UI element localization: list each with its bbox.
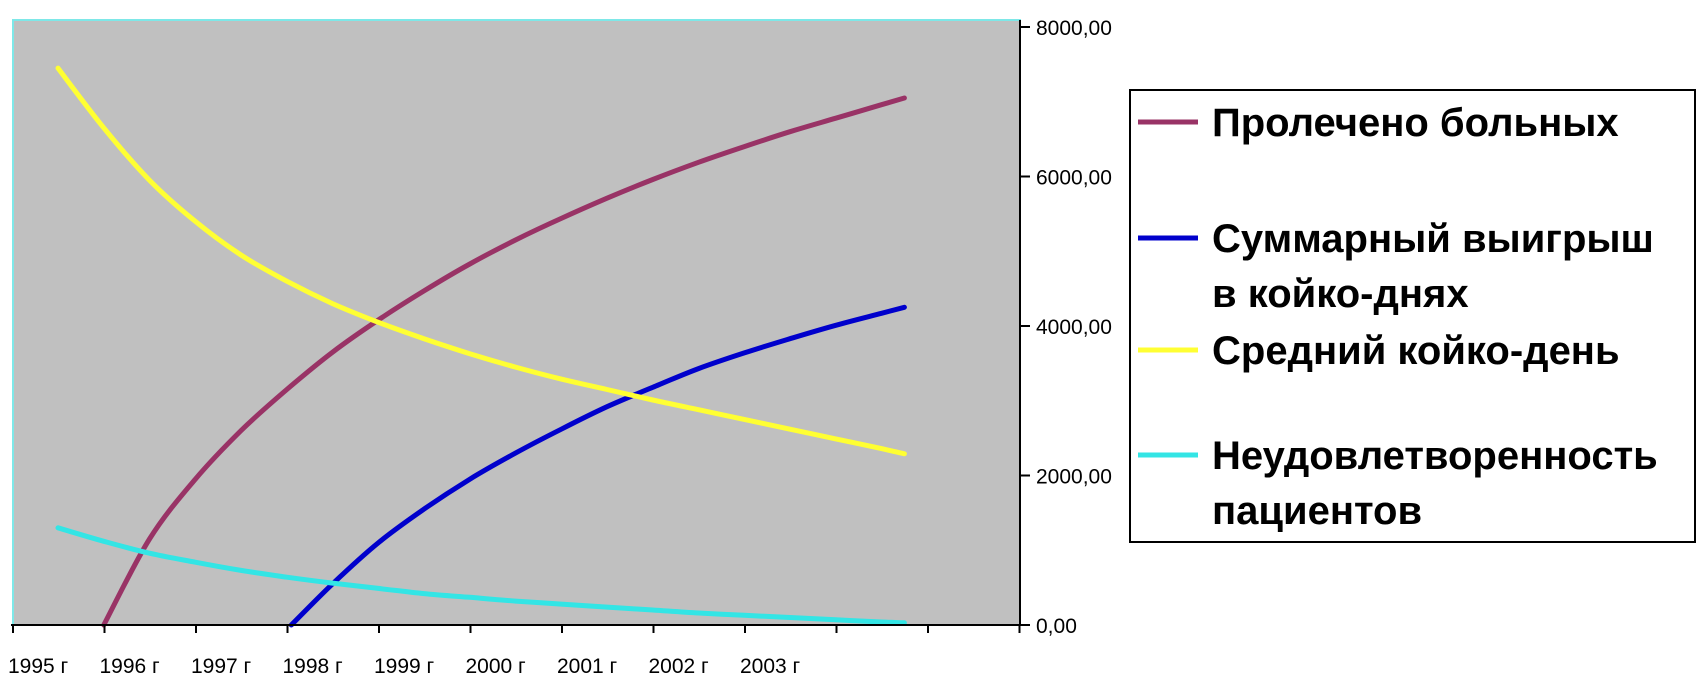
series-line-4 (55, 525, 907, 626)
series-line-1 (101, 95, 907, 628)
x-tick-label: 1997 г (191, 655, 252, 678)
x-tick-label: 2003 г (740, 655, 801, 678)
series-layer (55, 65, 907, 628)
x-tick-label: 1999 г (374, 655, 435, 678)
legend-label-4: пациентов (1212, 489, 1422, 533)
x-tick-label: 2002 г (649, 655, 710, 678)
legend-box (1129, 89, 1696, 543)
y-tick-label: 6000,00 (1036, 167, 1112, 190)
series-line-2 (288, 304, 907, 628)
legend-label-2: в койко-днях (1212, 272, 1469, 316)
y-tick-label: 2000,00 (1036, 466, 1112, 489)
legend-label-2: Суммарный выигрыш (1212, 217, 1654, 261)
legend-label-3: Средний койко-день (1212, 329, 1620, 373)
legend: Пролечено больных Суммарный выигрыш в койк… (1129, 89, 1696, 543)
legend-label-4: Неудовлетворенность (1212, 434, 1658, 478)
series-line-3 (55, 65, 907, 457)
y-tick-label: 4000,00 (1036, 316, 1112, 339)
x-tick-label: 1995 г (8, 655, 69, 678)
x-tick-label: 2000 г (466, 655, 527, 678)
legend-label-1: Пролечено больных (1212, 101, 1619, 145)
x-tick-label: 1996 г (100, 655, 161, 678)
axes-layer: 1995 г 1996 г 1997 г 1998 г 1999 г 2000 г 2001… (8, 17, 1112, 678)
x-tick-label: 2001 г (557, 655, 618, 678)
y-tick-label: 0,00 (1036, 615, 1077, 638)
x-tick-label: 1998 г (283, 655, 344, 678)
y-tick-label: 8000,00 (1036, 17, 1112, 40)
